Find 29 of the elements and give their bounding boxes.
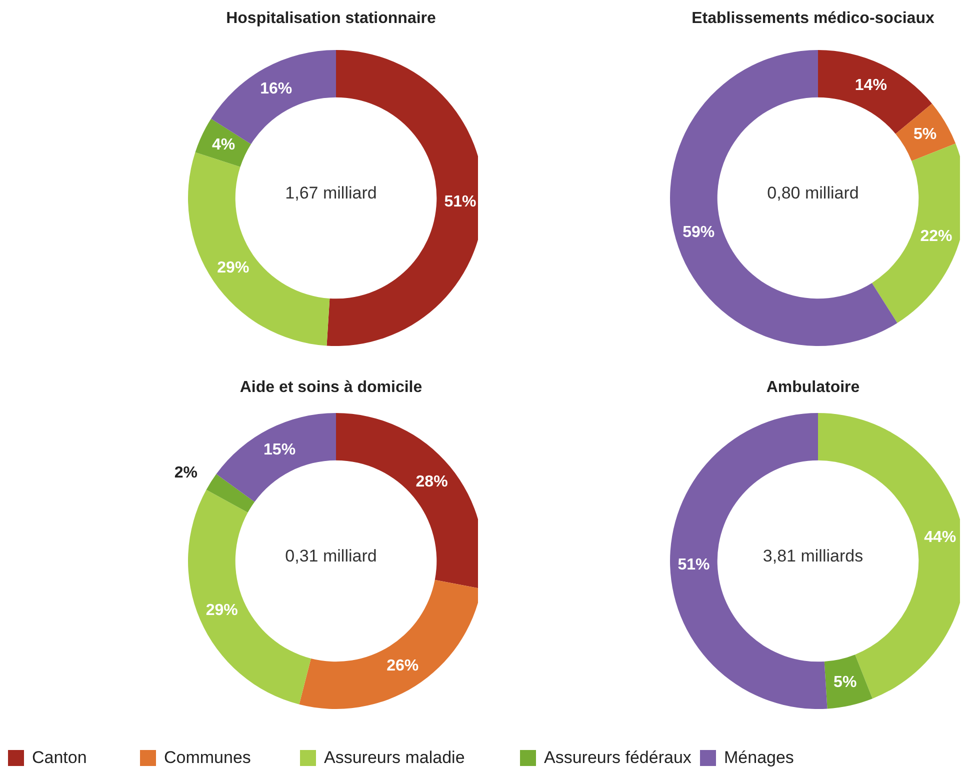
legend-label: Communes: [164, 748, 251, 768]
chart-title: Hospitalisation stationnaire: [225, 10, 437, 28]
legend-label: Assureurs maladie: [324, 748, 465, 768]
data-label: 5%: [834, 674, 857, 691]
legend-label: Assureurs fédéraux: [544, 748, 692, 768]
data-label: 14%: [854, 77, 887, 94]
data-label: 28%: [416, 473, 448, 490]
data-label: 51%: [678, 556, 710, 574]
data-label: 44%: [924, 529, 956, 546]
text: 0,31 milliard: [285, 546, 377, 566]
data-label: 4%: [212, 136, 236, 154]
chart-title: Etablissements médico-sociaux: [690, 10, 936, 28]
data-label: 22%: [920, 228, 952, 245]
legend-label: Canton: [32, 748, 87, 768]
text: 0,80 milliard: [767, 184, 859, 202]
data-label: 51%: [444, 193, 476, 210]
data-label: 26%: [386, 657, 419, 674]
chart-title: Ambulatoire: [765, 379, 861, 397]
data-label: 16%: [260, 80, 292, 98]
data-label: 29%: [206, 602, 238, 619]
chart-title: Aide et soins à domicile: [238, 379, 424, 397]
data-label: 15%: [264, 442, 296, 459]
text: 1,67 milliard: [285, 184, 377, 202]
data-label: 5%: [913, 126, 937, 144]
data-label: 2%: [174, 464, 198, 482]
data-label: 29%: [217, 259, 250, 276]
text: 3,81 milliards: [762, 546, 864, 566]
data-label: 59%: [682, 224, 715, 242]
legend-label: Ménages: [724, 748, 794, 768]
